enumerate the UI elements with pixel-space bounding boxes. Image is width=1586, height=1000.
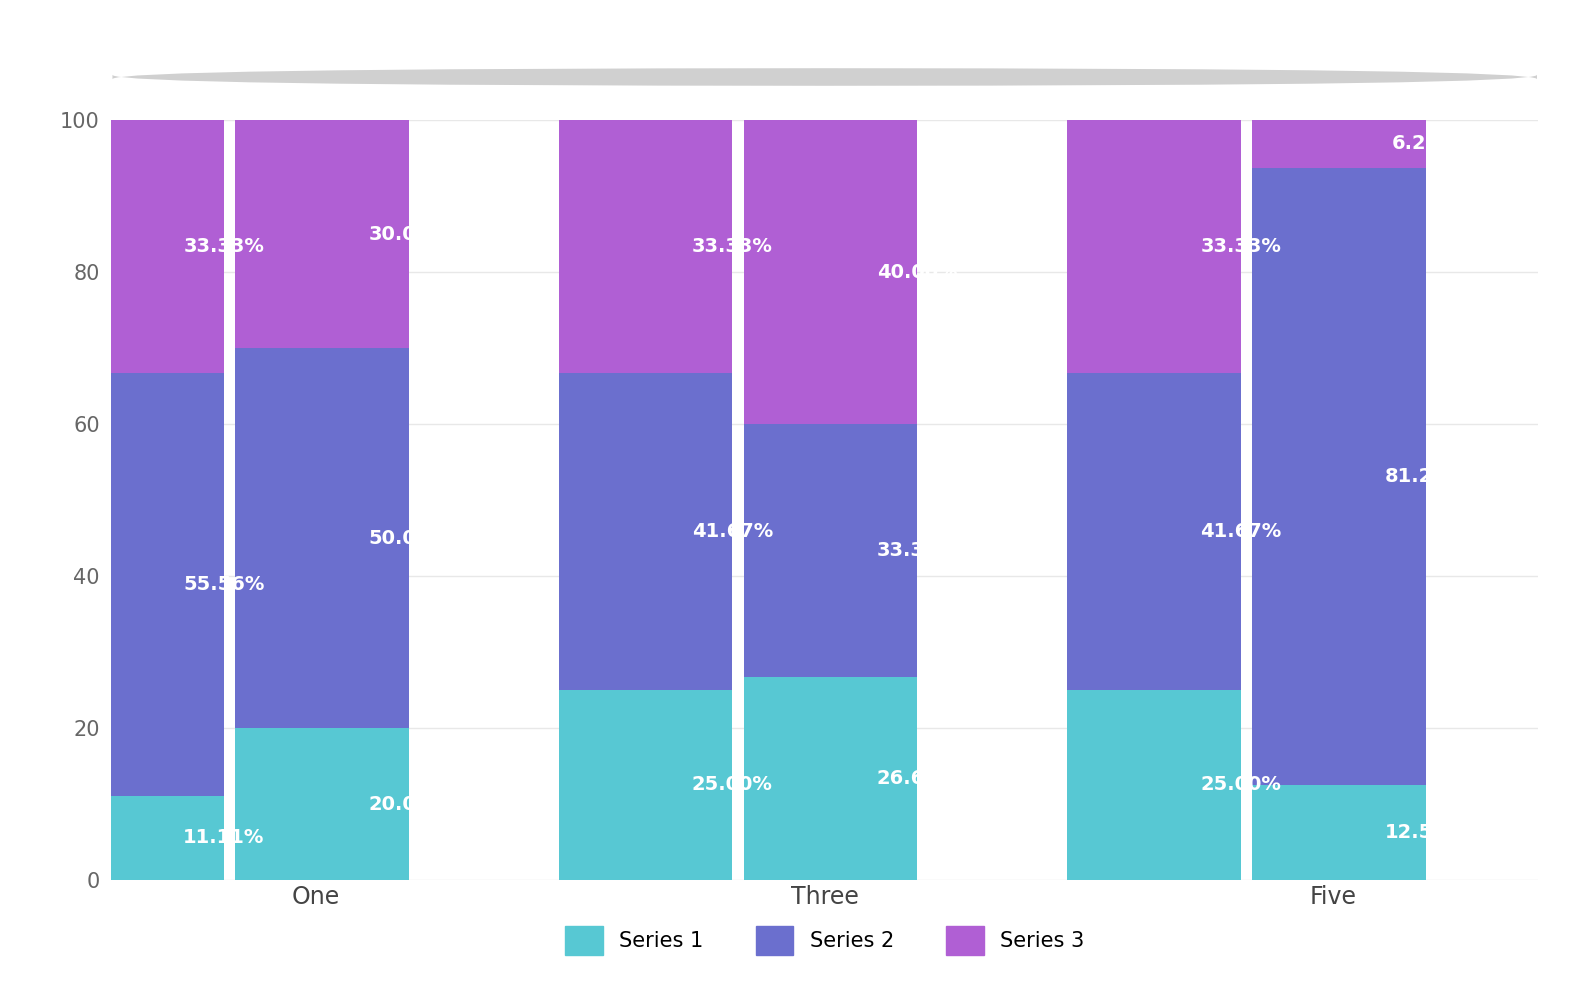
Text: 81.25%: 81.25% [1385, 467, 1467, 486]
Text: 25.00%: 25.00% [691, 776, 772, 794]
Text: 12.50%: 12.50% [1385, 823, 1465, 842]
Text: 26.67%: 26.67% [877, 769, 958, 788]
Bar [558, 690, 733, 880]
Text: 33.33%: 33.33% [691, 237, 772, 256]
FancyBboxPatch shape [113, 68, 1537, 86]
Text: 50.00%: 50.00% [368, 528, 449, 548]
Text: 25.00%: 25.00% [1201, 776, 1281, 794]
Bar [1067, 120, 1240, 373]
Text: 33.33%: 33.33% [1201, 237, 1281, 256]
Text: 6.25%: 6.25% [1393, 134, 1459, 153]
Bar [744, 424, 917, 677]
Text: 30.00%: 30.00% [368, 225, 449, 243]
Text: 11.11%: 11.11% [182, 828, 265, 847]
Bar [1067, 373, 1240, 690]
Bar [51, 796, 224, 880]
Text: 33.33%: 33.33% [184, 237, 265, 256]
Bar [744, 120, 917, 424]
Bar [558, 373, 733, 690]
Bar [51, 373, 224, 796]
Text: 40.00%: 40.00% [877, 262, 958, 282]
Bar [51, 120, 224, 373]
Legend: Series 1, Series 2, Series 3: Series 1, Series 2, Series 3 [544, 905, 1105, 976]
Text: 41.67%: 41.67% [691, 522, 772, 541]
Bar [1251, 167, 1426, 785]
Bar [235, 120, 409, 348]
Text: 20.00%: 20.00% [368, 794, 449, 814]
Bar [235, 348, 409, 728]
Text: 33.33%: 33.33% [877, 541, 958, 560]
Bar [1067, 690, 1240, 880]
Bar [744, 677, 917, 880]
Bar [1251, 120, 1426, 167]
Bar [235, 728, 409, 880]
Text: 55.56%: 55.56% [182, 575, 265, 594]
Bar [1251, 785, 1426, 880]
Bar [558, 120, 733, 373]
Text: 41.67%: 41.67% [1201, 522, 1281, 541]
